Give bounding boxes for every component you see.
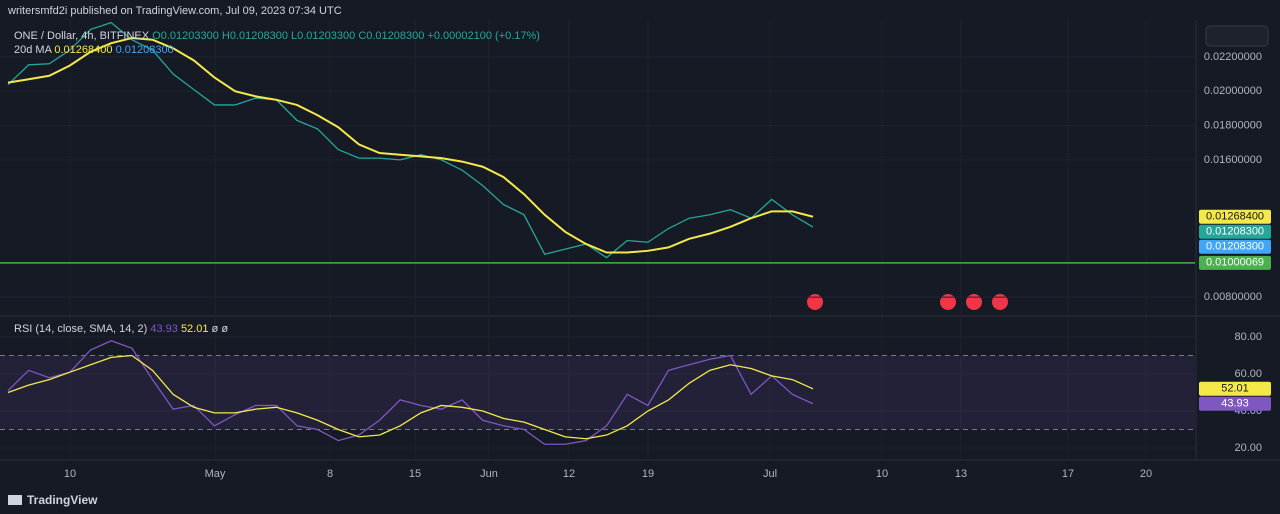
y-tick-label: 0.00800000 bbox=[1204, 291, 1262, 303]
price-badge bbox=[1199, 224, 1271, 239]
event-flag[interactable] bbox=[992, 294, 1008, 310]
y-tick-label: 0.02000000 bbox=[1204, 85, 1262, 97]
price-badge bbox=[1199, 396, 1271, 411]
legend-value: 0.01268400 bbox=[54, 44, 112, 56]
level-label: 0.01000069 bbox=[1206, 257, 1264, 269]
x-tick-label: 17 bbox=[1062, 468, 1074, 480]
event-flag[interactable] bbox=[807, 294, 823, 310]
legend-item: O0.01203300 bbox=[152, 30, 219, 42]
x-tick-label: 13 bbox=[955, 468, 967, 480]
series-line bbox=[7, 21, 814, 259]
price-badge-label: 0.01268400 bbox=[1206, 211, 1264, 223]
x-tick-label: 15 bbox=[409, 468, 421, 480]
price-badge-label: 52.01 bbox=[1221, 383, 1249, 395]
legend-item: ø bbox=[212, 323, 219, 335]
legend-item: 52.01 bbox=[181, 323, 209, 335]
x-tick-label: Jul bbox=[763, 468, 777, 480]
price-badge bbox=[1199, 239, 1271, 254]
y-tick-label: 0.02200000 bbox=[1204, 51, 1262, 63]
event-flags[interactable] bbox=[807, 294, 1008, 310]
legend-item: H0.01208300 bbox=[222, 30, 288, 42]
x-tick-label: Jun bbox=[480, 468, 498, 480]
legend-item: +0.00002100 (+0.17%) bbox=[427, 30, 540, 42]
y-tick-label: 20.00 bbox=[1234, 442, 1262, 454]
series-line bbox=[7, 340, 814, 445]
x-tick-label: 10 bbox=[876, 468, 888, 480]
price-badge-label: 0.01208300 bbox=[1206, 241, 1264, 253]
event-flag[interactable] bbox=[966, 294, 982, 310]
rsi-band bbox=[0, 355, 1195, 430]
price-badge-label: 0.01208300 bbox=[1206, 226, 1264, 238]
y-tick-label: 0.01600000 bbox=[1204, 154, 1262, 166]
footer: TradingView bbox=[27, 493, 98, 507]
price-badge bbox=[1199, 209, 1271, 224]
y-tick-label: 0.01800000 bbox=[1204, 119, 1262, 131]
legend-item: 20d MA bbox=[14, 44, 53, 56]
legend-item: L0.01203300 bbox=[291, 30, 355, 42]
x-tick-label: 10 bbox=[64, 468, 76, 480]
legend: 20d MA 0.01268400 0.01208300 bbox=[14, 44, 174, 56]
series-line bbox=[7, 37, 814, 254]
legend: ONE / Dollar, 4h, BITFINEX O0.01203300 H… bbox=[14, 30, 540, 42]
logo bbox=[8, 495, 22, 505]
legend-item: RSI (14, close, SMA, 14, 2) bbox=[14, 323, 147, 335]
x-tick-label: 8 bbox=[327, 468, 333, 480]
x-tick-label: 19 bbox=[642, 468, 654, 480]
event-flag[interactable] bbox=[940, 294, 956, 310]
legend-item: ONE / Dollar, 4h, BITFINEX bbox=[14, 30, 150, 42]
header: writersmfd2i published on TradingView.co… bbox=[7, 5, 342, 17]
x-tick-label: 12 bbox=[563, 468, 575, 480]
x-tick-label: May bbox=[205, 468, 226, 480]
axis-button[interactable] bbox=[1205, 25, 1269, 47]
price-badge-label: 43.93 bbox=[1221, 398, 1249, 410]
y-tick-label: 80.00 bbox=[1234, 331, 1262, 343]
y-tick-label: 60.00 bbox=[1234, 368, 1262, 380]
series-line bbox=[7, 354, 814, 440]
legend-item: 43.93 bbox=[150, 323, 178, 335]
legend-item: ø bbox=[221, 323, 228, 335]
legend: RSI (14, close, SMA, 14, 2) 43.93 52.01 … bbox=[14, 323, 228, 335]
level-badge bbox=[1199, 255, 1271, 270]
legend-value: 0.01208300 bbox=[116, 44, 174, 56]
legend-item: C0.01208300 bbox=[358, 30, 424, 42]
price-badge bbox=[1199, 381, 1271, 396]
x-tick-label: 20 bbox=[1140, 468, 1152, 480]
